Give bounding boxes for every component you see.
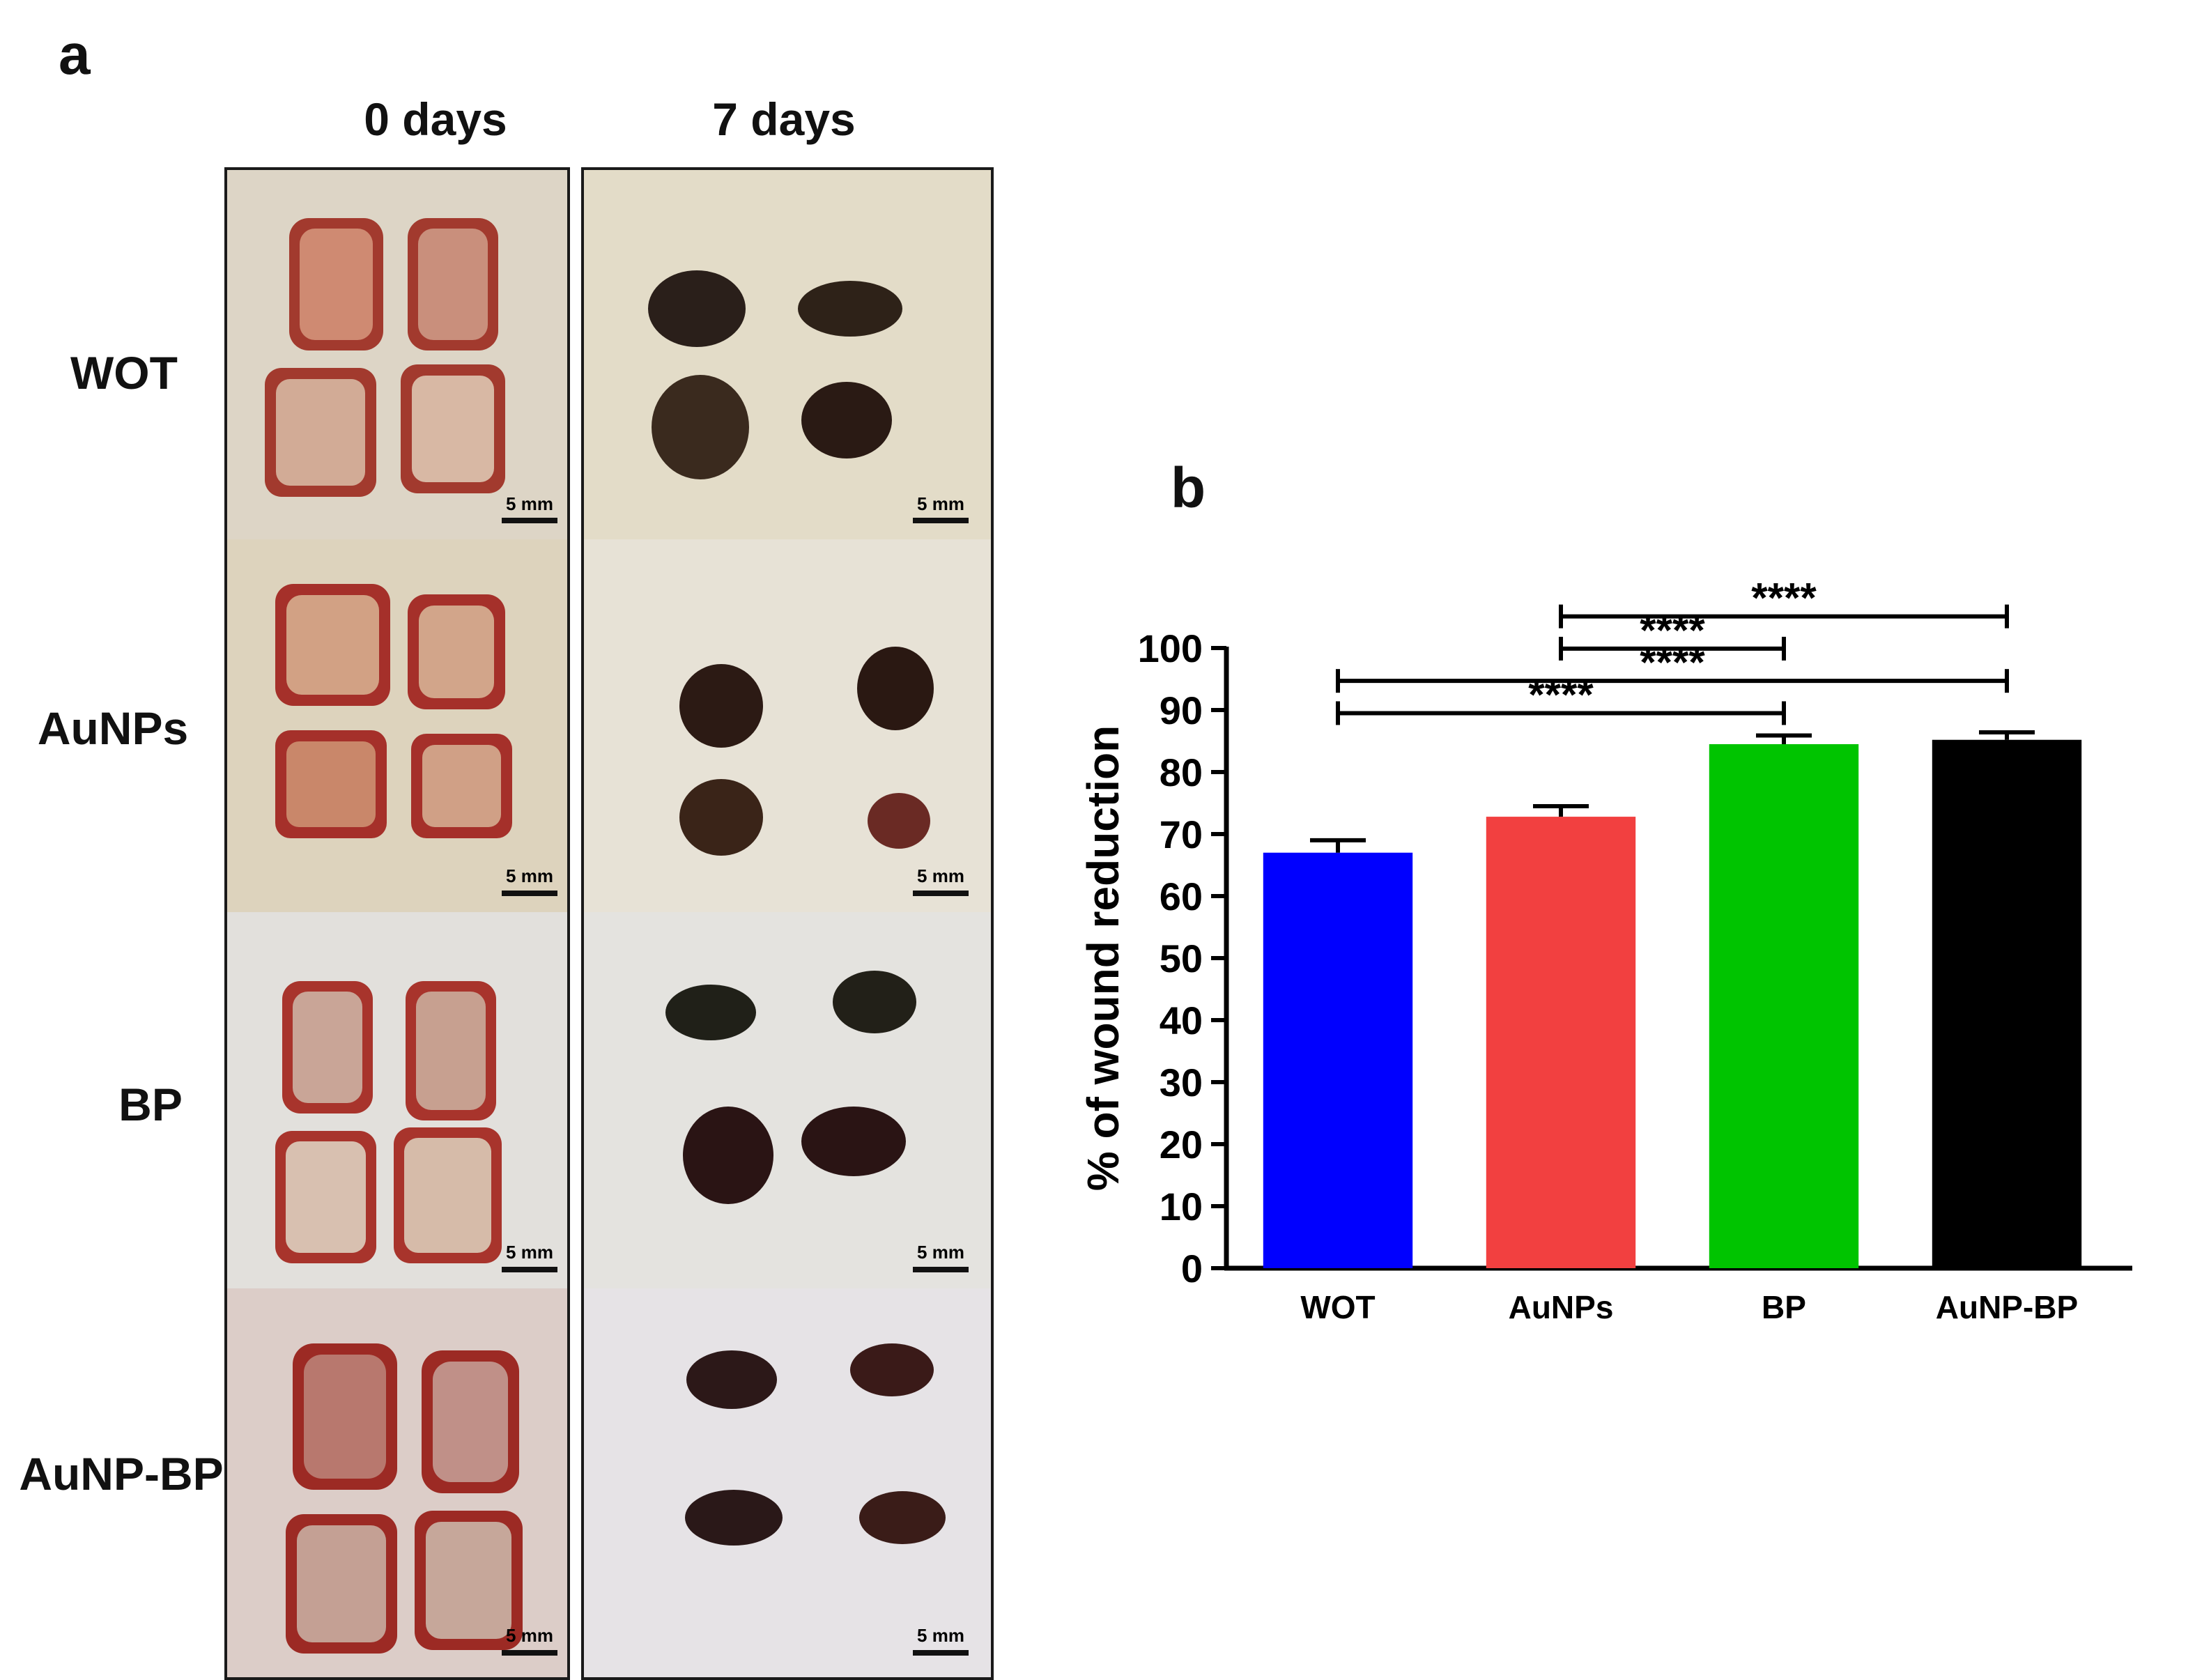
photo-aunp-bp-day7 [583, 1288, 992, 1679]
significance-label: **** [1640, 607, 1705, 654]
x-tick-label: BP [1762, 1289, 1806, 1325]
scale-label: 5 mm [917, 1625, 964, 1646]
y-tick-label: 60 [1160, 874, 1203, 918]
row-label-bp: BP [118, 1079, 183, 1130]
bar-aunps [1486, 817, 1636, 1268]
y-tick-label: 20 [1160, 1123, 1203, 1166]
y-tick-label: 70 [1160, 812, 1203, 856]
photo-bp-day7 [583, 912, 992, 1288]
y-tick-label: 30 [1160, 1061, 1203, 1104]
x-tick-label: AuNPs [1509, 1289, 1614, 1325]
scale-label: 5 mm [506, 1625, 553, 1646]
row-label-aunps: AuNPs [37, 702, 189, 754]
scale-label: 5 mm [506, 1242, 553, 1263]
bar-wot [1263, 852, 1413, 1268]
x-tick-label: AuNP-BP [1936, 1289, 2078, 1325]
photo-aunps-day7 [583, 539, 992, 912]
scale-label: 5 mm [506, 493, 553, 514]
y-tick-label: 10 [1160, 1185, 1203, 1228]
y-tick-label: 90 [1160, 688, 1203, 732]
y-tick-label: 100 [1138, 626, 1203, 670]
column-header-7-days: 7 days [712, 93, 856, 145]
bar-aunp-bp [1932, 739, 2082, 1268]
scale-label: 5 mm [506, 865, 553, 886]
panel-a-letter: a [59, 23, 91, 86]
scale-label: 5 mm [917, 1242, 964, 1263]
y-tick-label: 40 [1160, 999, 1203, 1042]
bar-bp [1709, 743, 1859, 1268]
y-tick-label: 80 [1160, 750, 1203, 794]
significance-label: **** [1751, 575, 1817, 622]
photo-wot-day0 [226, 169, 569, 539]
row-label-aunp-bp: AuNP-BP [19, 1448, 224, 1500]
y-tick-label: 50 [1160, 937, 1203, 980]
wound-reduction-bar-chart: 0 10 20 30 40 50 60 70 80 90 100 % of wound reducti… [1078, 575, 2132, 1325]
significance-label: **** [1528, 671, 1594, 718]
scale-label: 5 mm [917, 493, 964, 514]
y-axis-label: % of wound reduction [1078, 725, 1128, 1191]
scale-label: 5 mm [917, 865, 964, 886]
column-header-0-days: 0 days [364, 93, 507, 145]
row-label-wot: WOT [70, 347, 178, 399]
y-tick-label: 0 [1181, 1247, 1203, 1290]
wound-photo-grid: 5 mm 5 mm 5 mm 5 mm 5 mm 5 mm 5 mm 5 mm [224, 167, 994, 1680]
photo-aunp-bp-day0 [226, 1288, 569, 1679]
photo-bp-day0 [226, 912, 569, 1288]
photo-wot-day7 [583, 169, 992, 539]
panel-b-letter: b [1171, 456, 1206, 520]
x-tick-label: WOT [1300, 1289, 1375, 1325]
photo-aunps-day0 [226, 539, 569, 912]
